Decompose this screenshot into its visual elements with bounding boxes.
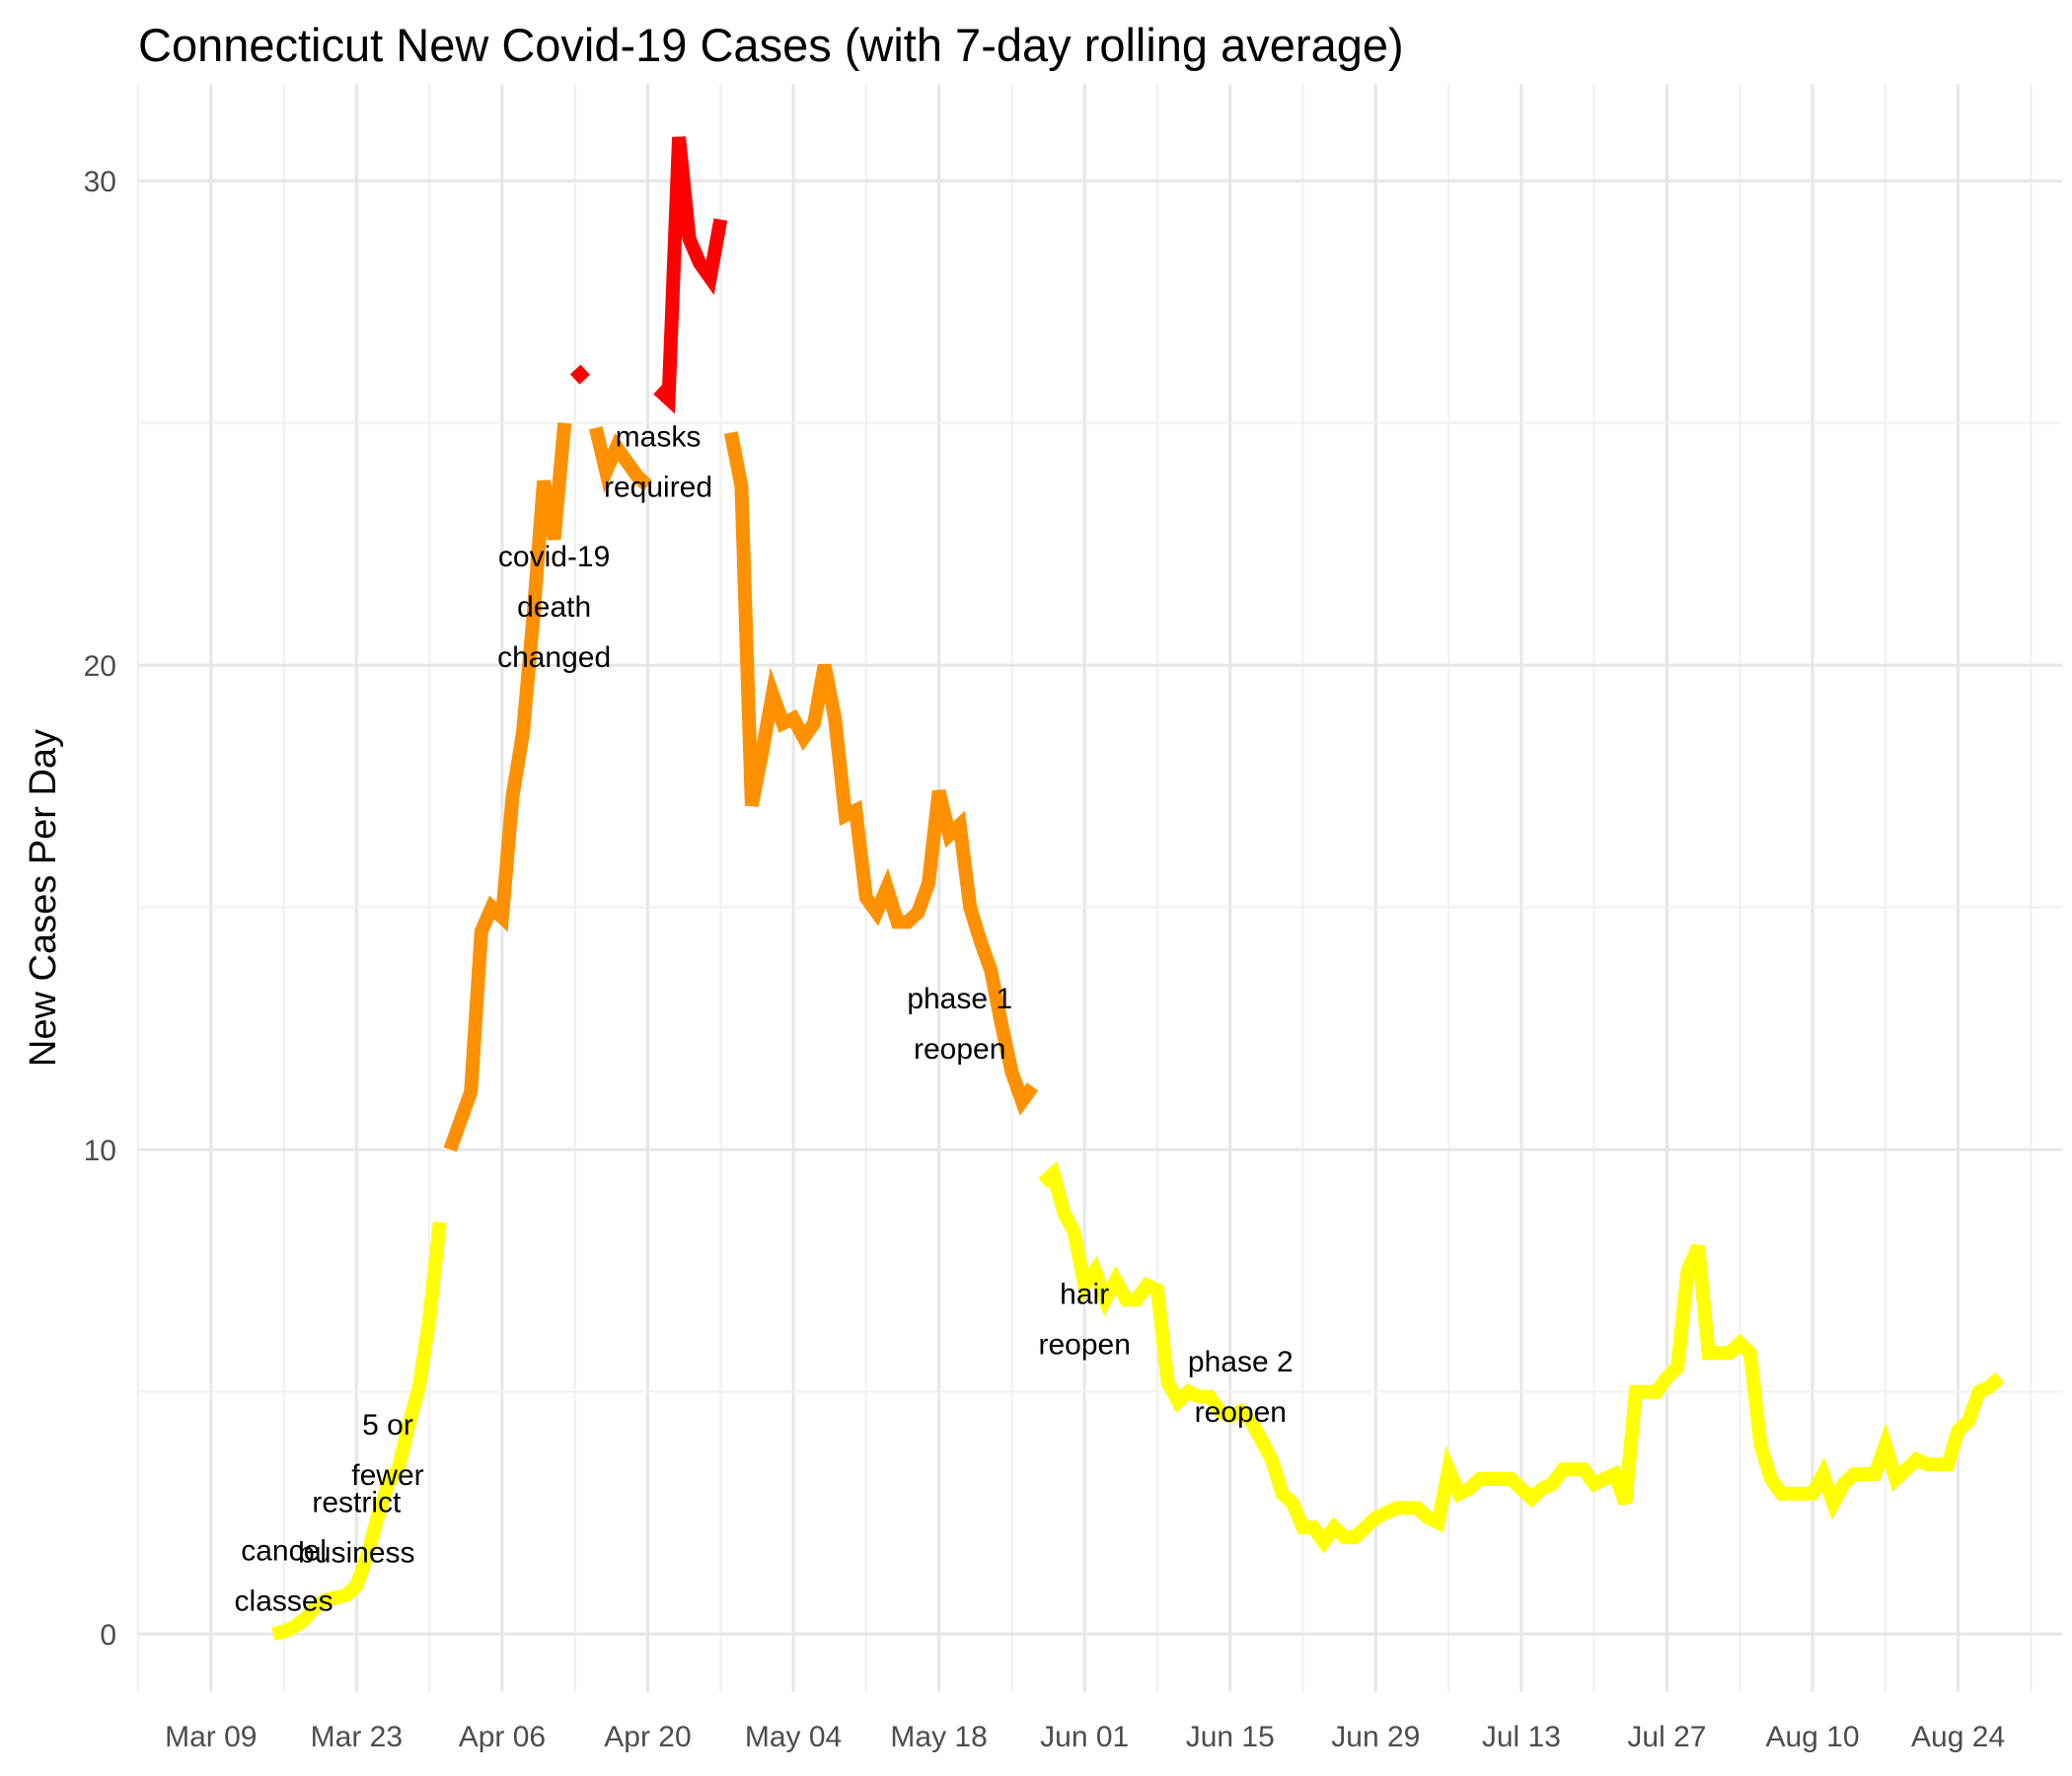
annotation-label: reopen: [914, 1033, 1005, 1066]
x-tick-label: Mar 09: [165, 1721, 257, 1753]
y-tick-label: 0: [100, 1619, 116, 1652]
annotation-label: cancel: [241, 1535, 327, 1568]
annotation-label: phase 1: [907, 983, 1012, 1015]
annotation-label: required: [604, 471, 712, 503]
series-line-orange: [723, 431, 1039, 1116]
y-tick-label: 20: [84, 650, 116, 683]
x-tick-label: Jun 15: [1186, 1721, 1275, 1753]
series-line-red: [569, 364, 590, 385]
annotations: cancel classes restrict business 5 or fewer co…: [235, 420, 1294, 1617]
series-line-yellow: [271, 1221, 447, 1641]
series-line-orange: [588, 425, 653, 493]
x-axis-ticks: Mar 09 Mar 23 Apr 06 Apr 20 May 04 May 18 Jun …: [165, 1721, 2005, 1753]
x-tick-label: Aug 10: [1765, 1721, 1859, 1753]
annotation-label: covid-19: [498, 541, 610, 573]
series-lines: [271, 136, 2005, 1641]
series-line-red: [653, 136, 728, 414]
annotation-label: 5 or: [362, 1409, 413, 1442]
x-tick-label: Mar 23: [311, 1721, 403, 1753]
annotation-label: changed: [497, 641, 611, 674]
annotation-label: restrict: [312, 1487, 402, 1519]
y-tick-label: 10: [84, 1135, 116, 1167]
y-axis-label: New Cases Per Day: [23, 729, 64, 1067]
y-axis-ticks: 0 10 20 30: [84, 166, 116, 1652]
x-tick-label: Apr 20: [604, 1721, 691, 1753]
annotation-label: reopen: [1038, 1328, 1130, 1361]
chart-title: Connecticut New Covid-19 Cases (with 7-d…: [138, 19, 1404, 71]
x-tick-label: Jul 13: [1482, 1721, 1561, 1753]
annotation-label: phase 2: [1188, 1346, 1294, 1378]
series-line-yellow: [1038, 1160, 2005, 1554]
x-tick-label: May 18: [890, 1721, 987, 1753]
annotation-label: business: [298, 1537, 414, 1570]
x-tick-label: Jul 27: [1627, 1721, 1706, 1753]
annotation-label: death: [517, 591, 591, 624]
annotation-label: classes: [235, 1586, 333, 1618]
annotation-label: hair: [1060, 1278, 1109, 1310]
x-tick-label: May 04: [745, 1721, 842, 1753]
x-tick-label: Aug 24: [1911, 1721, 2005, 1753]
x-tick-label: Apr 06: [459, 1721, 546, 1753]
annotation-label: reopen: [1195, 1396, 1287, 1429]
grid: [137, 84, 2062, 1692]
annotation-label: fewer: [351, 1459, 423, 1492]
y-tick-label: 30: [84, 166, 116, 198]
series-line-orange: [443, 422, 572, 1152]
x-tick-label: Jun 01: [1040, 1721, 1129, 1753]
annotation-label: masks: [616, 420, 702, 453]
x-tick-label: Jun 29: [1331, 1721, 1420, 1753]
